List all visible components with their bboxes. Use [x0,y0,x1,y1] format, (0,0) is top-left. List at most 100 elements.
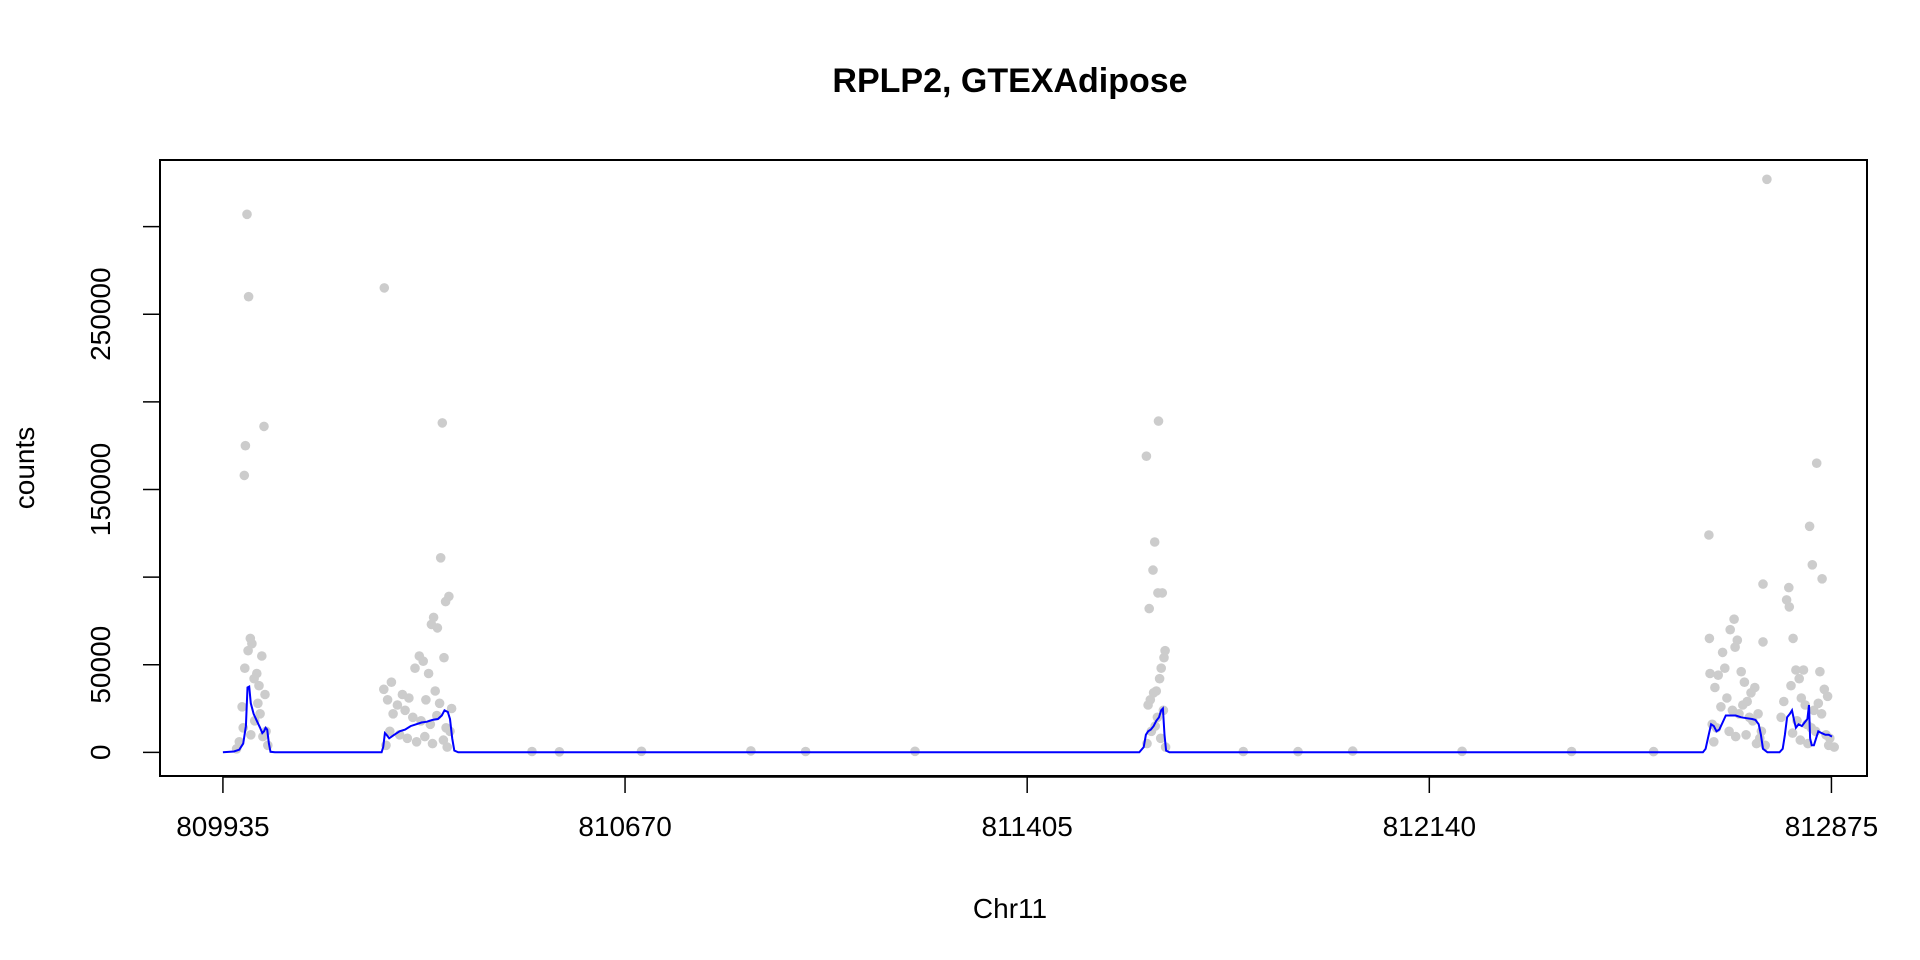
x-axis: 809935 810670 811405 812140 812875 [176,776,1878,842]
data-point [239,470,250,481]
y-tick-label: 50000 [85,626,116,704]
data-point [410,663,420,673]
data-point [392,700,403,710]
data-point [260,689,270,700]
data-point [1730,731,1741,742]
data-point [1758,637,1768,647]
data-point [1729,614,1739,624]
data-point [1753,709,1763,719]
data-point [746,746,756,756]
data-point [1822,691,1833,702]
data-point [1738,700,1748,710]
data-point [1800,700,1810,710]
data-point [408,712,418,723]
data-point [1809,705,1819,716]
data-point [1817,574,1827,584]
data-point [400,705,410,716]
data-point [243,291,254,302]
data-point [251,668,262,679]
data-point [1730,642,1740,652]
data-point [385,726,395,737]
data-point [1149,537,1160,547]
data-point [1154,673,1165,684]
data-point [1788,633,1798,644]
data-point [1155,733,1166,744]
x-tick-label: 810670 [578,811,671,842]
y-tick-label: 250000 [85,267,116,360]
data-point [243,645,253,656]
plot-frame [159,159,1868,777]
data-point [442,742,453,752]
data-point [427,738,438,749]
data-point [1717,647,1728,658]
data-point [1148,565,1158,575]
data-point [1787,728,1798,738]
data-point [1725,624,1735,635]
data-point [1798,665,1809,675]
data-point [1347,746,1358,756]
data-point [1704,530,1714,540]
data-point [1779,696,1789,707]
data-point [237,702,247,712]
data-point [1807,560,1818,570]
data-point [1804,521,1815,532]
data-point [253,698,263,709]
data-point [1739,677,1750,687]
data-point [1762,174,1772,185]
data-point [259,421,269,432]
data-point [1720,663,1730,673]
y-axis-label: counts [9,427,40,510]
data-point [440,596,451,607]
chart-title: RPLP2, GTEXAdipose [832,62,1187,100]
data-point [1776,712,1786,723]
data-point [423,668,434,679]
data-point [438,735,449,745]
data-point [1758,579,1768,589]
data-point [257,651,267,661]
data-point [1704,633,1715,644]
data-point [258,731,268,742]
data-point [240,440,251,451]
y-tick-label: 0 [85,745,116,761]
data-point [1157,588,1168,598]
data-point [1795,735,1806,745]
data-point [421,695,431,705]
data-point [1784,602,1795,612]
data-point [1713,670,1723,680]
data-point [432,623,443,633]
data-point [418,656,429,666]
data-point [435,553,446,563]
data-point [1724,726,1734,737]
data-point [411,737,422,747]
data-point [1791,665,1801,675]
data-point [434,698,445,709]
x-tick-label: 812140 [1383,811,1476,842]
line-layer [222,685,1833,754]
data-point [240,663,250,673]
data-point [1796,693,1807,703]
data-point [1815,666,1825,677]
data-point [382,695,393,705]
data-point [247,638,257,649]
data-point [1153,416,1164,426]
data-point [1141,451,1152,462]
data-point [1786,680,1796,691]
data-point [430,686,441,696]
data-point [255,709,265,719]
data-point [1811,458,1822,469]
data-point [1722,693,1732,703]
data-point [388,709,398,719]
data-point [1709,737,1719,747]
data-point [246,730,256,740]
data-point [254,680,264,691]
x-tick-label: 809935 [176,811,269,842]
data-point [1143,700,1153,710]
data-point [1156,663,1166,673]
y-tick-label: 150000 [85,443,116,536]
trend-line [222,685,1833,754]
x-tick-label: 811405 [981,811,1072,842]
points-layer [231,174,1839,757]
data-point [402,733,413,744]
